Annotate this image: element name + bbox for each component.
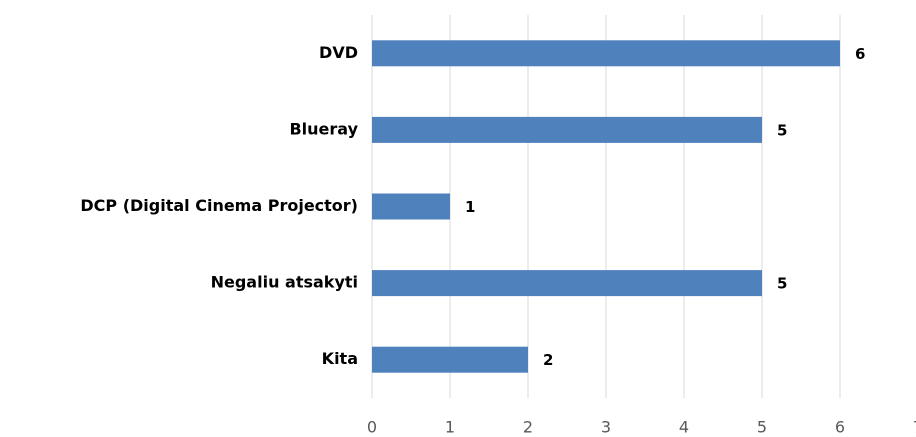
y-tick-label: DCP (Digital Cinema Projector) xyxy=(80,196,358,215)
bar xyxy=(372,116,762,143)
data-label: 1 xyxy=(465,198,475,216)
data-label: 2 xyxy=(543,351,553,369)
data-label: 6 xyxy=(855,45,865,63)
bar xyxy=(372,40,840,67)
y-tick-label: Blueray xyxy=(289,119,358,138)
y-tick-label: DVD xyxy=(319,43,358,62)
x-tick-label: 3 xyxy=(601,418,611,437)
bar xyxy=(372,346,528,373)
data-label: 5 xyxy=(777,121,787,139)
y-tick-label: Negaliu atsakyti xyxy=(211,273,358,292)
y-tick-label: Kita xyxy=(322,349,358,368)
bar xyxy=(372,193,450,220)
x-tick-label: 6 xyxy=(835,418,845,437)
x-tick-label: 7 xyxy=(913,418,916,437)
x-tick-label: 1 xyxy=(445,418,455,437)
x-tick-label: 5 xyxy=(757,418,767,437)
x-tick-label: 4 xyxy=(679,418,689,437)
x-tick-label: 0 xyxy=(367,418,377,437)
x-tick-label: 2 xyxy=(523,418,533,437)
data-label: 5 xyxy=(777,275,787,293)
bar xyxy=(372,270,762,297)
